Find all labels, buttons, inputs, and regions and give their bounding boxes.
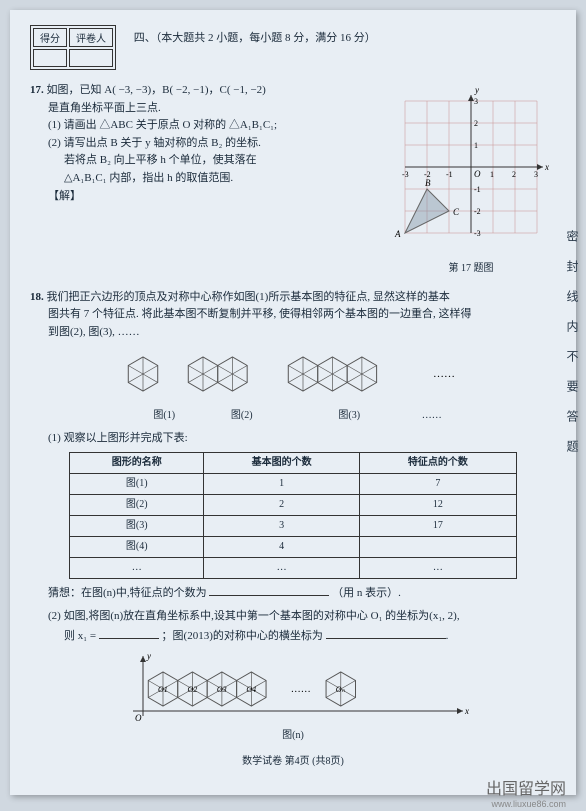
table-cell: … — [70, 557, 204, 578]
p18-sub2b: 则 x₁ = — [64, 630, 99, 642]
svg-text:x: x — [464, 706, 469, 716]
hex-svg: …… — [113, 349, 473, 399]
coord-graph-17: x y O A B C -3 -2 -1 1 2 3 -3 -2 -1 1 2 3 — [386, 82, 556, 252]
svg-text:3: 3 — [534, 170, 538, 179]
table-cell: 2 — [204, 494, 360, 515]
p18-sub2: (2) 如图,将图(n)放在直角坐标系中,设其中第一个基本图的对称中心 O₁ 的… — [48, 608, 556, 645]
table-row: ……… — [70, 557, 516, 578]
feature-table: 图形的名称基本图的个数特征点的个数 图(1)17图(2)212图(3)317图(… — [69, 452, 516, 579]
page-footer: 数学试卷 第4页 (共8页) — [30, 752, 556, 767]
table-cell — [360, 536, 516, 557]
caption-n: 图(n) — [30, 728, 556, 744]
svg-text:O: O — [474, 169, 481, 179]
problem-17: x y O A B C -3 -2 -1 1 2 3 -3 -2 -1 1 2 3 第 17 题图 17. 如… — [30, 82, 556, 277]
p18-sub2c: ；图(2013)的对称中心的横坐标为 — [162, 630, 323, 642]
problem-18: 18. 我们把正六边形的顶点及对称中心称作如图(1)所示基本图的特征点, 显然这… — [30, 289, 556, 745]
table-cell: 12 — [360, 494, 516, 515]
table-row: 图(4)4 — [70, 536, 516, 557]
p18-num: 18. — [30, 291, 44, 303]
svg-text:B: B — [425, 178, 431, 188]
table-cell: 7 — [360, 473, 516, 494]
svg-text:2: 2 — [474, 119, 478, 128]
svg-text:2: 2 — [512, 170, 516, 179]
table-row: 图(1)17 — [70, 473, 516, 494]
table-cell: 4 — [204, 536, 360, 557]
table-cell: 3 — [204, 515, 360, 536]
svg-text:……: …… — [433, 368, 455, 380]
p17-line1: 如图，已知 A( −3, −3)，B( −2, −1)，C( −1, −2) — [47, 84, 266, 96]
hex-figures: …… — [30, 349, 556, 406]
p17-sub1: (1) 请画出 △ABC 关于原点 O 对称的 △A₁B₁C₁; — [48, 119, 277, 131]
p18-t1: 我们把正六边形的顶点及对称中心称作如图(1)所示基本图的特征点, 显然这样的基本 — [47, 291, 450, 303]
svg-text:-1: -1 — [446, 170, 453, 179]
svg-text:O1: O1 — [158, 685, 168, 694]
lbl-dots: …… — [412, 408, 452, 424]
score-box: 得分 评卷人 — [30, 25, 116, 70]
svg-text:-2: -2 — [424, 170, 431, 179]
score-blank1 — [33, 49, 67, 67]
svg-text:……: …… — [291, 684, 311, 695]
hex-labels: 图(1) 图(2) 图(3) …… — [30, 408, 556, 424]
watermark: 出国留学网 — [486, 775, 566, 799]
p18-t3: 到图(2), 图(3), …… — [48, 326, 140, 338]
lbl-f3: 图(3) — [289, 408, 409, 424]
p17-sub2: (2) 请写出点 B 关于 y 轴对称的点 B₂ 的坐标. — [48, 137, 261, 149]
graph-17: x y O A B C -3 -2 -1 1 2 3 -3 -2 -1 1 2 3 第 17 题图 — [386, 82, 556, 277]
p17-num: 17. — [30, 84, 44, 96]
svg-text:O2: O2 — [187, 685, 197, 694]
svg-text:O: O — [135, 713, 142, 723]
table-cell: … — [204, 557, 360, 578]
svg-text:-1: -1 — [474, 185, 481, 194]
table-cell: 图(1) — [70, 473, 204, 494]
table-header: 基本图的个数 — [204, 452, 360, 473]
guess-line: 猜想：在图(n)中,特征点的个数为 （用 n 表示）. — [48, 583, 556, 603]
svg-text:1: 1 — [490, 170, 494, 179]
score-blank2 — [69, 49, 113, 67]
p17-line2: 是直角坐标平面上三点. — [48, 102, 161, 114]
guess-text: 猜想：在图(n)中,特征点的个数为 — [48, 587, 207, 599]
svg-text:3: 3 — [474, 97, 478, 106]
axis-hex-figure: Ox y O1 O2 O3 O4 …… Oₙ 图(n) — [30, 651, 556, 744]
p18-t2: 图共有 7 个特征点. 将此基本图不断复制并平移, 使得相邻两个基本图的一边重合… — [48, 308, 472, 320]
p18-sub1: (1) 观察以上图形并完成下表: — [48, 432, 188, 444]
table-row: 图(3)317 — [70, 515, 516, 536]
guess-blank — [209, 583, 329, 596]
p17-sub4: △A₁B₁C₁ 内部，指出 h 的取值范围. — [64, 172, 233, 184]
score-h2: 评卷人 — [69, 28, 113, 47]
lbl-f2: 图(2) — [197, 408, 287, 424]
svg-text:-3: -3 — [474, 229, 481, 238]
p17-sub3: 若将点 B₂ 向上平移 h 个单位，使其落在 — [64, 154, 257, 166]
table-cell: 图(2) — [70, 494, 204, 515]
table-cell: 1 — [204, 473, 360, 494]
table-cell: 17 — [360, 515, 516, 536]
table-row: 图(2)212 — [70, 494, 516, 515]
table-header: 图形的名称 — [70, 452, 204, 473]
svg-text:-3: -3 — [402, 170, 409, 179]
svg-text:O4: O4 — [246, 685, 256, 694]
svg-text:-2: -2 — [474, 207, 481, 216]
table-cell: … — [360, 557, 516, 578]
svg-text:y: y — [146, 651, 151, 661]
svg-text:1: 1 — [474, 141, 478, 150]
x1-blank — [99, 626, 159, 639]
svg-text:y: y — [474, 85, 479, 95]
caption-17: 第 17 题图 — [386, 261, 556, 277]
svg-text:A: A — [394, 229, 401, 239]
table-header: 特征点的个数 — [360, 452, 516, 473]
p18-sub2a: (2) 如图,将图(n)放在直角坐标系中,设其中第一个基本图的对称中心 O₁ 的… — [48, 610, 460, 622]
table-cell: 图(3) — [70, 515, 204, 536]
p17-solve: 【解】 — [48, 190, 81, 202]
svg-text:O3: O3 — [217, 685, 227, 694]
table-cell: 图(4) — [70, 536, 204, 557]
lbl-f1: 图(1) — [134, 408, 194, 424]
svg-text:C: C — [453, 207, 460, 217]
side-seal-text: 密封线内不要答题 — [564, 230, 581, 470]
svg-text:x: x — [544, 162, 549, 172]
section-title: 四、（本大题共 2 小题，每小题 8 分，满分 16 分） — [134, 29, 376, 45]
guess-tail: （用 n 表示）. — [332, 587, 401, 599]
axis-hex-svg: Ox y O1 O2 O3 O4 …… Oₙ — [113, 651, 473, 726]
svg-text:Oₙ: Oₙ — [336, 685, 346, 694]
x2013-blank — [326, 626, 446, 639]
score-h1: 得分 — [33, 28, 67, 47]
